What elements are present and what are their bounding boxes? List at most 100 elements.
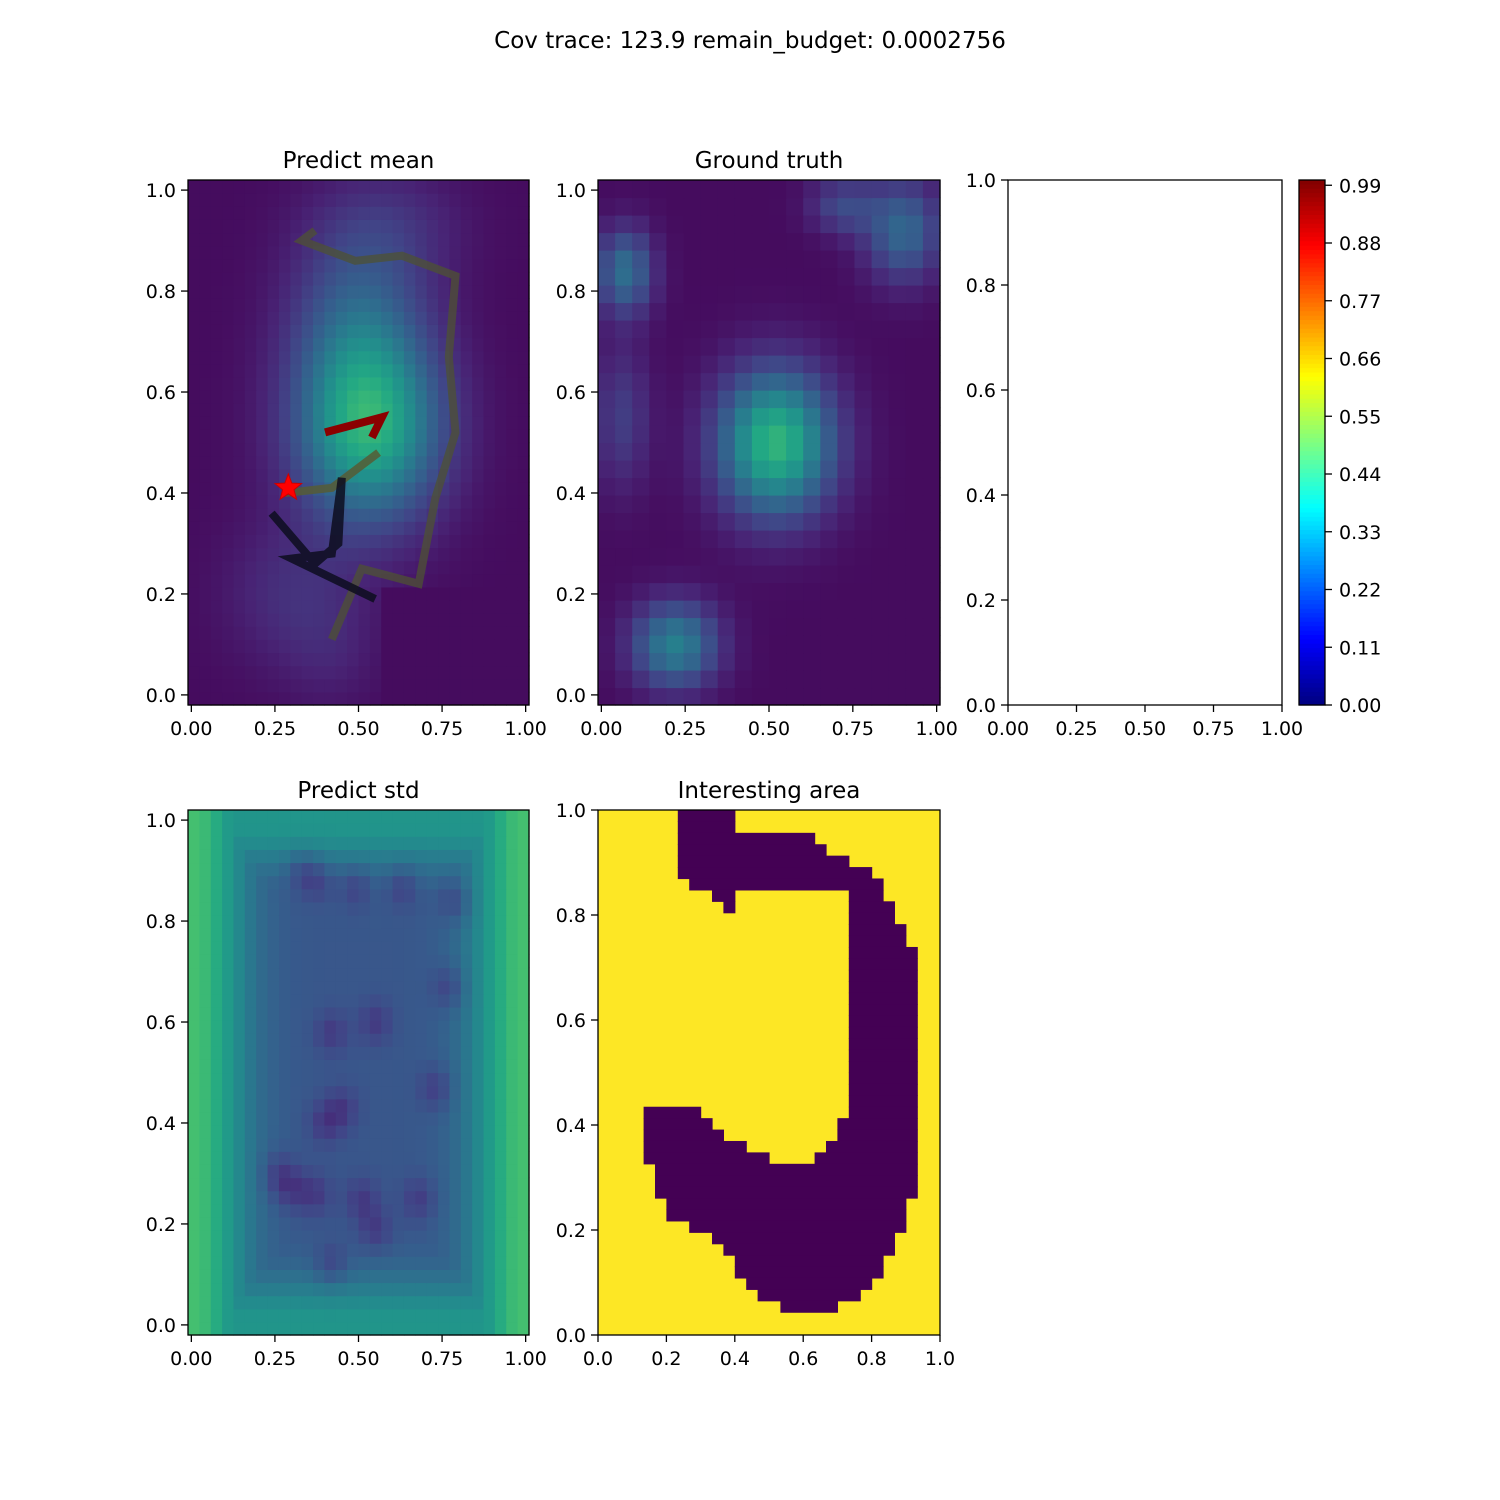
heatmap-cell [472, 1059, 485, 1074]
heatmap-cell [700, 320, 719, 339]
heatmap-cell [426, 980, 439, 995]
heatmap-cell [683, 547, 702, 566]
heatmap-cell [358, 298, 371, 312]
heatmap-cell [649, 302, 667, 321]
heatmap-cell [313, 1321, 325, 1336]
heatmap-cell [888, 425, 907, 444]
heatmap-cell [517, 1072, 530, 1087]
heatmap-cell [381, 1006, 394, 1021]
heatmap-cell [392, 1282, 405, 1297]
heatmap-cell [335, 652, 348, 667]
heatmap-cell [267, 376, 280, 391]
heatmap-cell [438, 915, 451, 929]
heatmap-cell [301, 1282, 314, 1297]
heatmap-cell [415, 1151, 428, 1165]
heatmap-cell [381, 1282, 394, 1297]
heatmap-cell [683, 670, 702, 689]
heatmap-cell [460, 1046, 473, 1060]
heatmap-cell [426, 954, 439, 969]
heatmap-cell [683, 320, 702, 339]
heatmap-cell [494, 258, 507, 273]
heatmap-cell [233, 206, 246, 220]
colorbar-segment [1299, 355, 1325, 360]
heatmap-cell [369, 232, 382, 247]
heatmap-cell [438, 836, 451, 850]
heatmap-cell [199, 810, 212, 824]
heatmap-cell [449, 652, 462, 667]
heatmap-cell [517, 691, 530, 706]
heatmap-cell [483, 1216, 496, 1231]
heatmap-cell [222, 429, 235, 444]
heatmap-cell [472, 665, 485, 680]
heatmap-cell [290, 193, 303, 207]
heatmap-cell [615, 617, 633, 636]
heatmap-cell [256, 928, 269, 942]
heatmap-cell [494, 823, 507, 837]
heatmap-cell [347, 481, 360, 496]
heatmap-cell [786, 512, 804, 531]
heatmap-cell [233, 271, 246, 286]
heatmap-cell [301, 298, 314, 312]
x-tick-label: 0.00 [580, 718, 622, 740]
heatmap-cell [324, 980, 337, 995]
heatmap-cell [199, 206, 212, 220]
heatmap-cell [506, 1308, 519, 1323]
heatmap-cell [449, 180, 462, 194]
mask-cell [643, 1129, 724, 1142]
heatmap-cell [369, 836, 382, 850]
heatmap-cell [438, 495, 451, 509]
heatmap-cell [415, 1282, 428, 1297]
heatmap-cell [278, 626, 291, 640]
heatmap-cell [199, 534, 212, 549]
heatmap-cell [403, 442, 416, 457]
heatmap-cell [506, 429, 519, 444]
heatmap-cell [683, 687, 702, 706]
heatmap-cell [188, 416, 200, 430]
heatmap-cell [854, 215, 873, 234]
colorbar-segment [1299, 341, 1325, 347]
heatmap-cell [598, 197, 616, 216]
heatmap-cell [426, 875, 439, 890]
heatmap-cell [769, 477, 787, 496]
heatmap-cell [506, 1111, 519, 1126]
heatmap-cell [871, 355, 890, 374]
heatmap-cell [233, 376, 246, 391]
heatmap-cell [494, 1177, 507, 1192]
heatmap-cell [233, 337, 246, 352]
heatmap-cell [717, 530, 736, 549]
heatmap-cell [786, 320, 804, 339]
heatmap-cell [888, 232, 907, 251]
heatmap-cell [717, 197, 736, 216]
heatmap-cell [278, 219, 291, 234]
heatmap-cell [267, 678, 280, 693]
heatmap-cell [449, 1098, 462, 1113]
heatmap-cell [426, 1190, 439, 1205]
heatmap-cell [313, 1020, 325, 1034]
heatmap-cell [506, 337, 519, 352]
heatmap-cell [199, 1177, 212, 1192]
heatmap-cell [256, 862, 269, 877]
heatmap-cell [301, 1177, 314, 1192]
heatmap-cell [335, 862, 348, 877]
heatmap-cell [871, 547, 890, 566]
interesting-area-title: Interesting area [678, 778, 861, 804]
heatmap-cell [392, 1164, 405, 1179]
heatmap-cell [188, 678, 200, 693]
heatmap-cell [922, 460, 941, 479]
heatmap-cell [494, 613, 507, 627]
heatmap-cell [335, 1177, 348, 1192]
heatmap-cell [222, 586, 235, 601]
heatmap-cell [494, 219, 507, 234]
heatmap-cell [199, 849, 212, 864]
x-tick-label: 1.0 [925, 1348, 955, 1370]
heatmap-cell [358, 324, 371, 339]
heatmap-cell [358, 245, 371, 260]
heatmap-cell [369, 1177, 382, 1192]
colorbar-segment [1299, 298, 1325, 304]
heatmap-cell [438, 442, 451, 457]
heatmap-cell [460, 600, 473, 614]
colorbar-segment [1299, 481, 1325, 487]
heatmap-cell [888, 197, 907, 216]
heatmap-cell [615, 477, 633, 496]
heatmap-cell [381, 442, 394, 457]
